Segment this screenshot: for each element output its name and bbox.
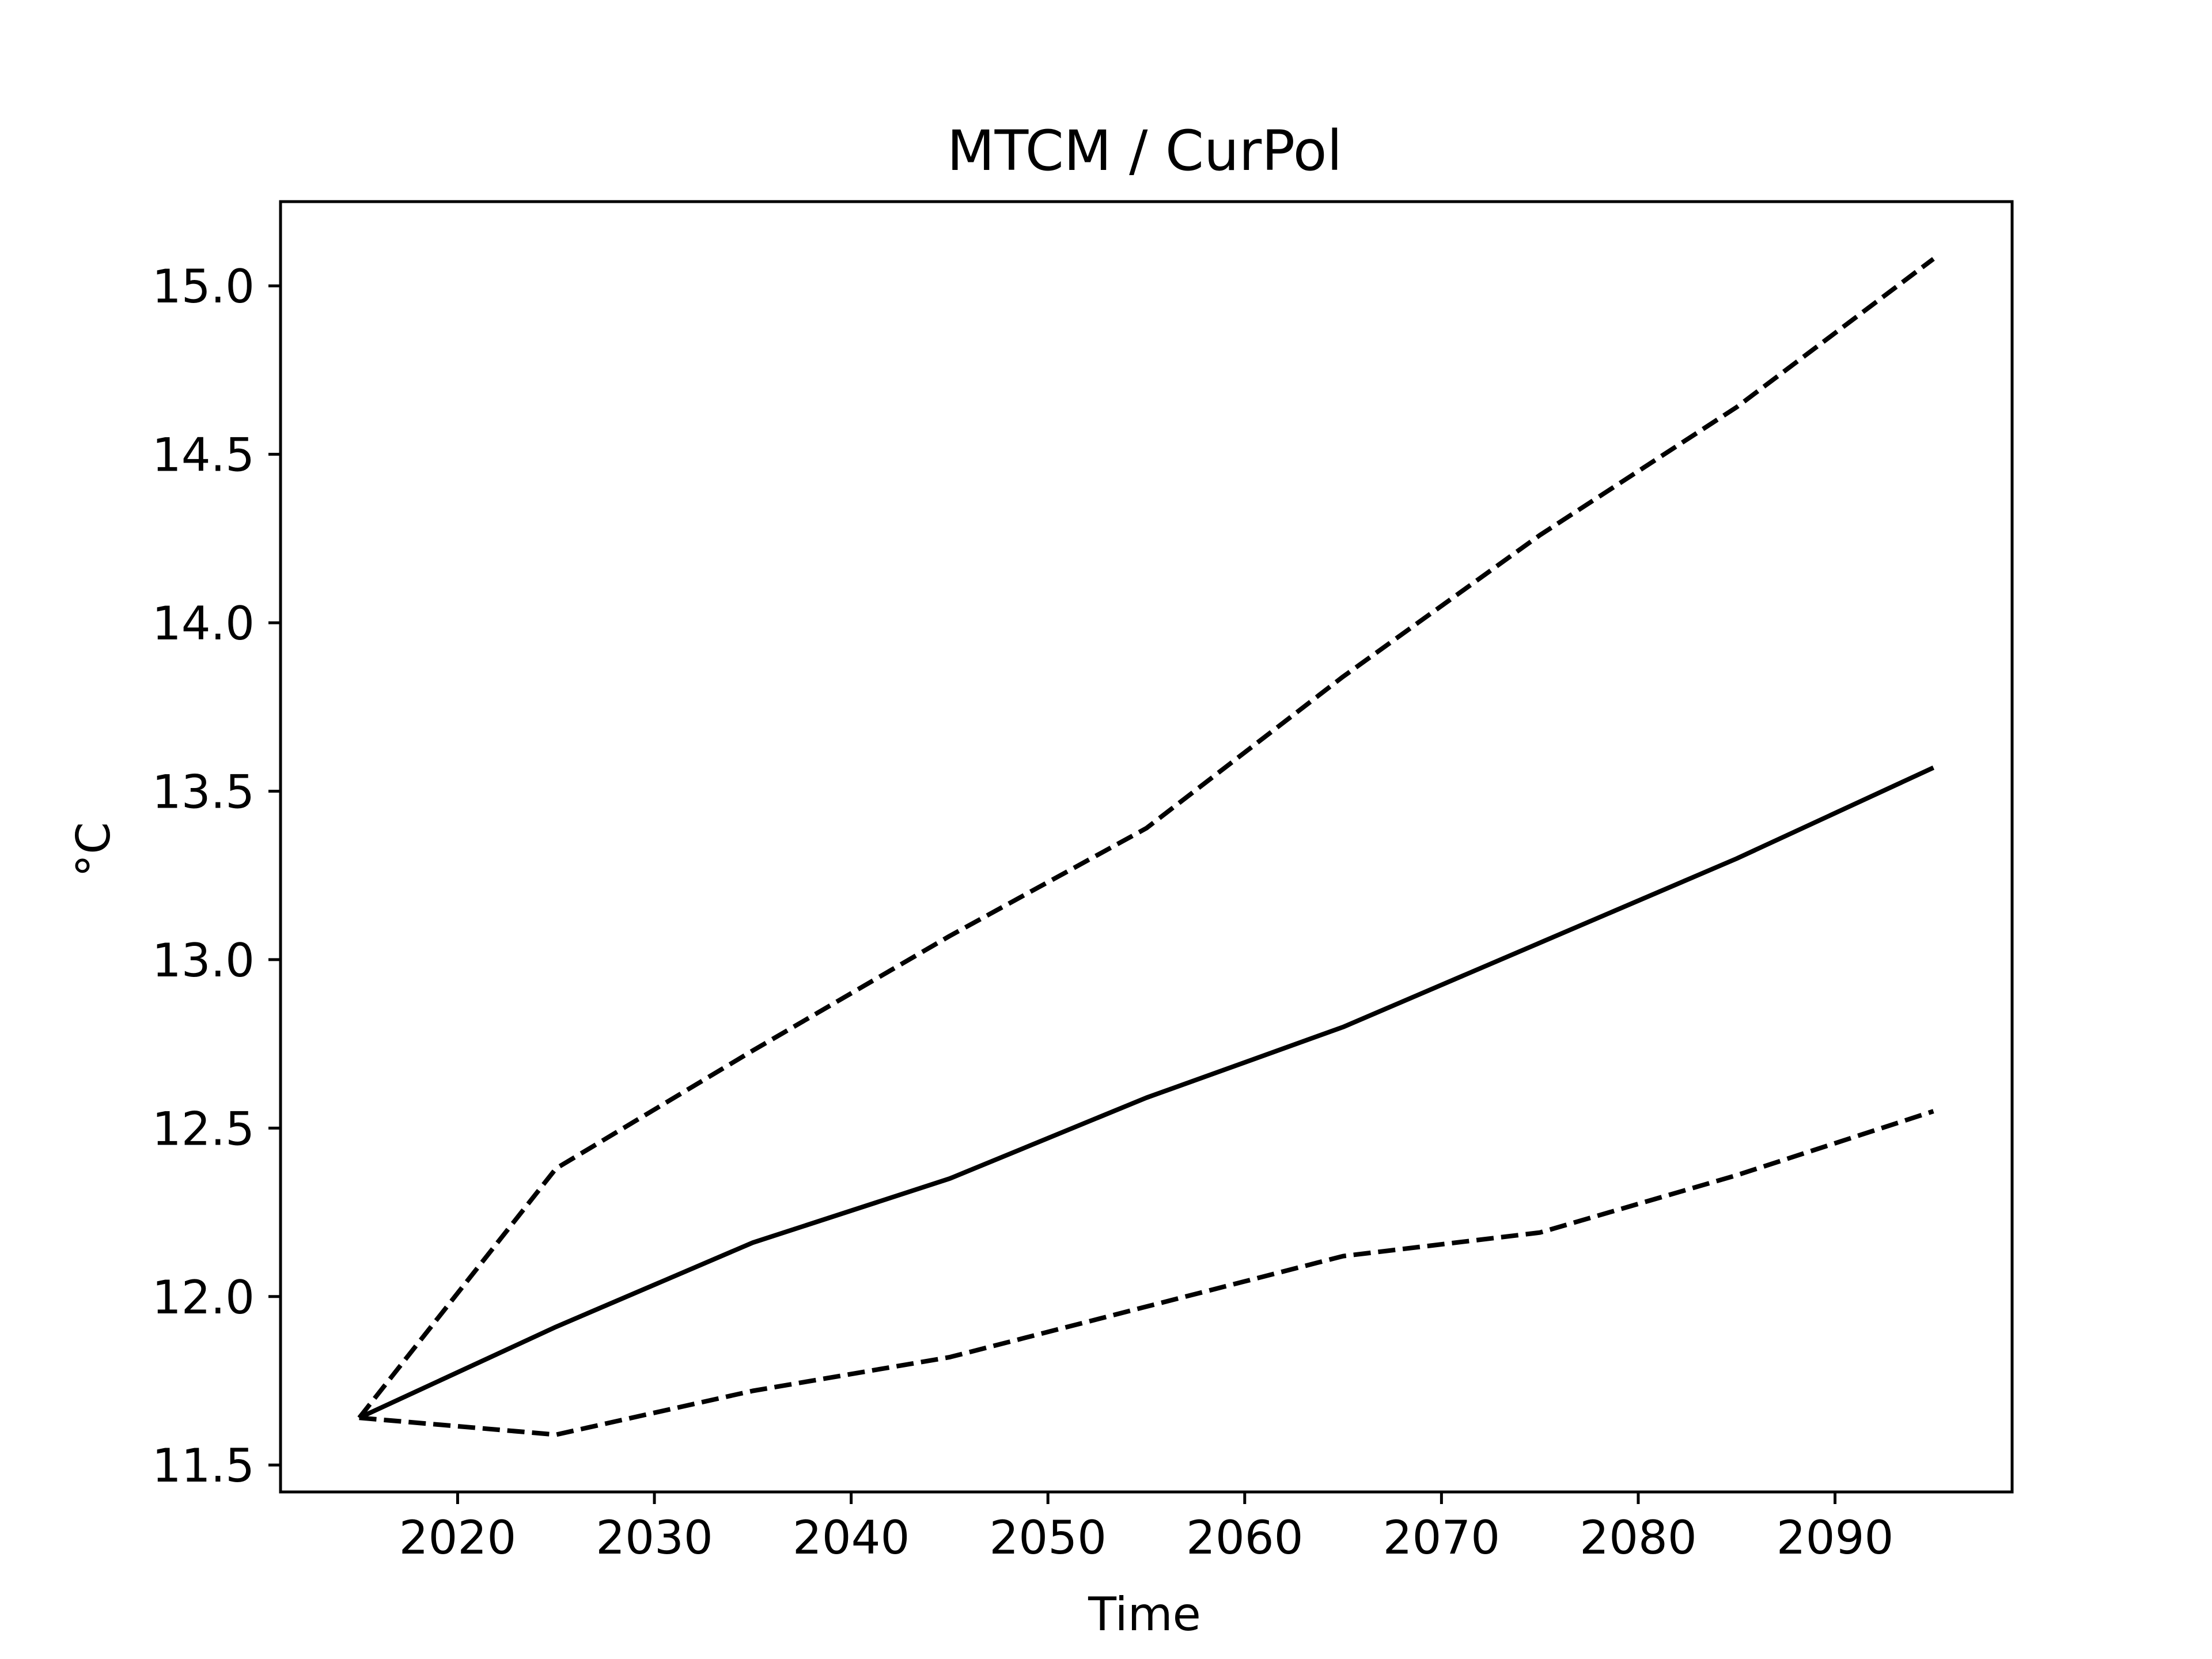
- y-tick-label: 13.5: [152, 765, 255, 819]
- y-tick-label: 15.0: [152, 260, 255, 313]
- x-tick-label: 2090: [1777, 1511, 1894, 1565]
- x-axis-label: Time: [1088, 1588, 1201, 1641]
- x-tick-label: 2020: [399, 1511, 517, 1565]
- x-tick-label: 2030: [596, 1511, 713, 1565]
- y-axis-label: °C: [67, 822, 120, 877]
- axes-frame: [279, 200, 2014, 1494]
- x-tick-label: 2080: [1580, 1511, 1697, 1565]
- y-tick-label: 14.0: [152, 597, 255, 650]
- x-tick-label: 2040: [793, 1511, 910, 1565]
- y-tick-label: 12.5: [152, 1102, 255, 1156]
- x-tick-label: 2050: [989, 1511, 1107, 1565]
- y-axis: 11.5 12.0 12.5 13.0 13.5 14.0 14.5 15.0: [152, 260, 281, 1493]
- y-tick-label: 14.5: [152, 429, 255, 482]
- plot-area: [357, 257, 1935, 1437]
- y-tick-label: 13.0: [152, 934, 255, 987]
- x-tick-label: 2060: [1186, 1511, 1304, 1565]
- x-axis: 2020 2030 2040 2050 2060 2070 2080 2090: [399, 1492, 1894, 1565]
- y-tick-label: 12.0: [152, 1271, 255, 1324]
- upper-bound-line: [357, 257, 1935, 1419]
- y-tick-label: 11.5: [152, 1439, 255, 1493]
- x-tick-label: 2070: [1383, 1511, 1501, 1565]
- median-line: [358, 765, 1935, 1420]
- lower-bound-line: [359, 1109, 1934, 1437]
- chart-title: MTCM / CurPol: [947, 119, 1342, 183]
